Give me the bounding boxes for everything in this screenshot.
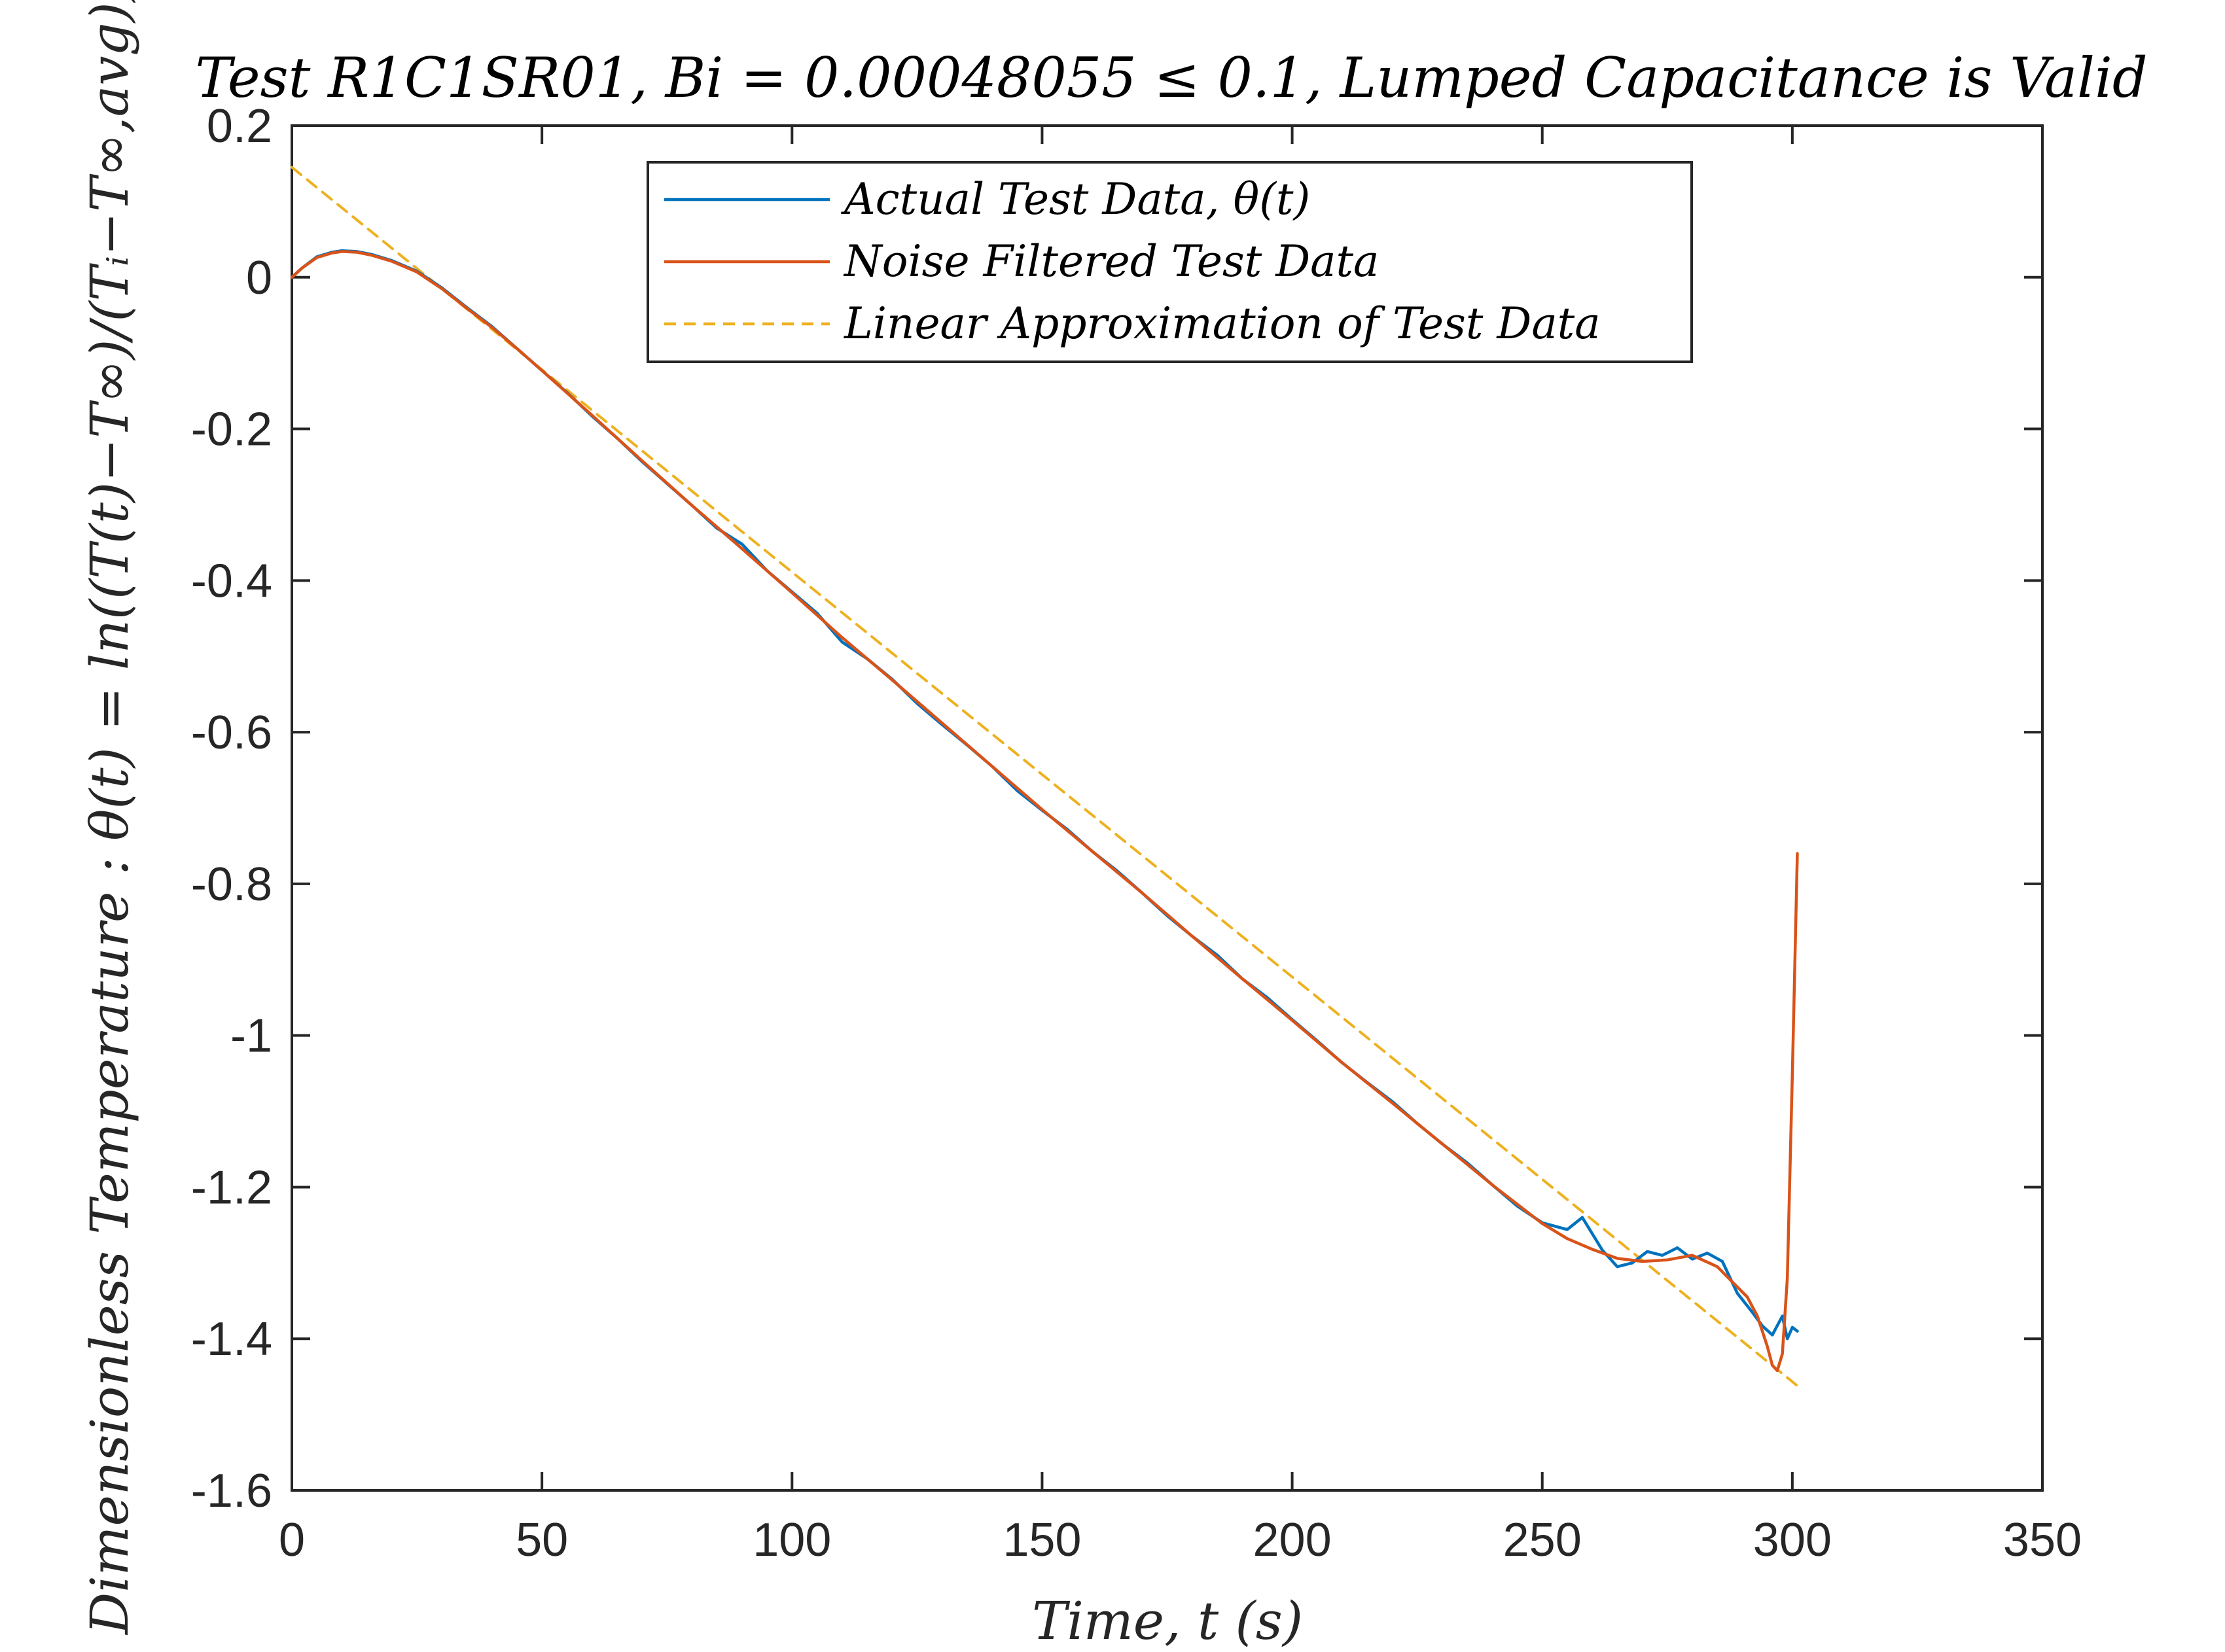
x-tick-label: 100 <box>753 1514 831 1566</box>
x-tick-label: 200 <box>1253 1514 1332 1566</box>
y-tick-label: -0.2 <box>191 404 272 456</box>
y-tick-label: -0.6 <box>191 707 272 759</box>
y-tick-label: 0.2 <box>207 100 272 152</box>
y-axis-ticks: 0.2 0 -0.2 -0.4 -0.6 -0.8 -1 -1.2 -1.4 -1.6 <box>191 100 2042 1517</box>
series-line-1 <box>290 250 1799 1373</box>
x-tick-label: 350 <box>2003 1514 2082 1566</box>
legend-items: Actual Test Data, θ(t) Noise Filtered Tes… <box>664 174 1601 349</box>
x-tick-label: 0 <box>279 1514 305 1566</box>
series-layer <box>290 166 1799 1388</box>
x-axis-ticks: 0 50 100 150 200 250 300 350 <box>279 126 2082 1566</box>
legend-label-0: Actual Test Data, θ(t) <box>840 174 1310 224</box>
y-tick-label: -0.4 <box>191 555 272 607</box>
y-tick-label: 0 <box>246 252 272 304</box>
legend-label-1: Noise Filtered Test Data <box>843 236 1379 287</box>
x-tick-label: 150 <box>1003 1514 1081 1566</box>
legend-label-2: Linear Approximation of Test Data <box>844 298 1601 349</box>
x-tick-label: 250 <box>1503 1514 1582 1566</box>
y-axis-label: Dimensionless Temperature : θ(t) = ln((T… <box>79 0 140 1636</box>
x-axis-label: Time, t (s) <box>1032 1590 1303 1651</box>
x-tick-label: 300 <box>1753 1514 1832 1566</box>
y-tick-label: -1.2 <box>191 1161 272 1214</box>
legend: Actual Test Data, θ(t) Noise Filtered Tes… <box>647 161 1693 363</box>
x-tick-label: 50 <box>516 1514 568 1566</box>
y-tick-label: -1 <box>230 1010 272 1063</box>
y-tick-label: -1.6 <box>191 1465 272 1517</box>
y-tick-label: -1.4 <box>191 1313 272 1365</box>
y-tick-label: -0.8 <box>191 858 272 911</box>
chart-title: Test R1C1SR01, Bi = 0.00048055 ≤ 0.1, Lu… <box>195 46 2147 110</box>
